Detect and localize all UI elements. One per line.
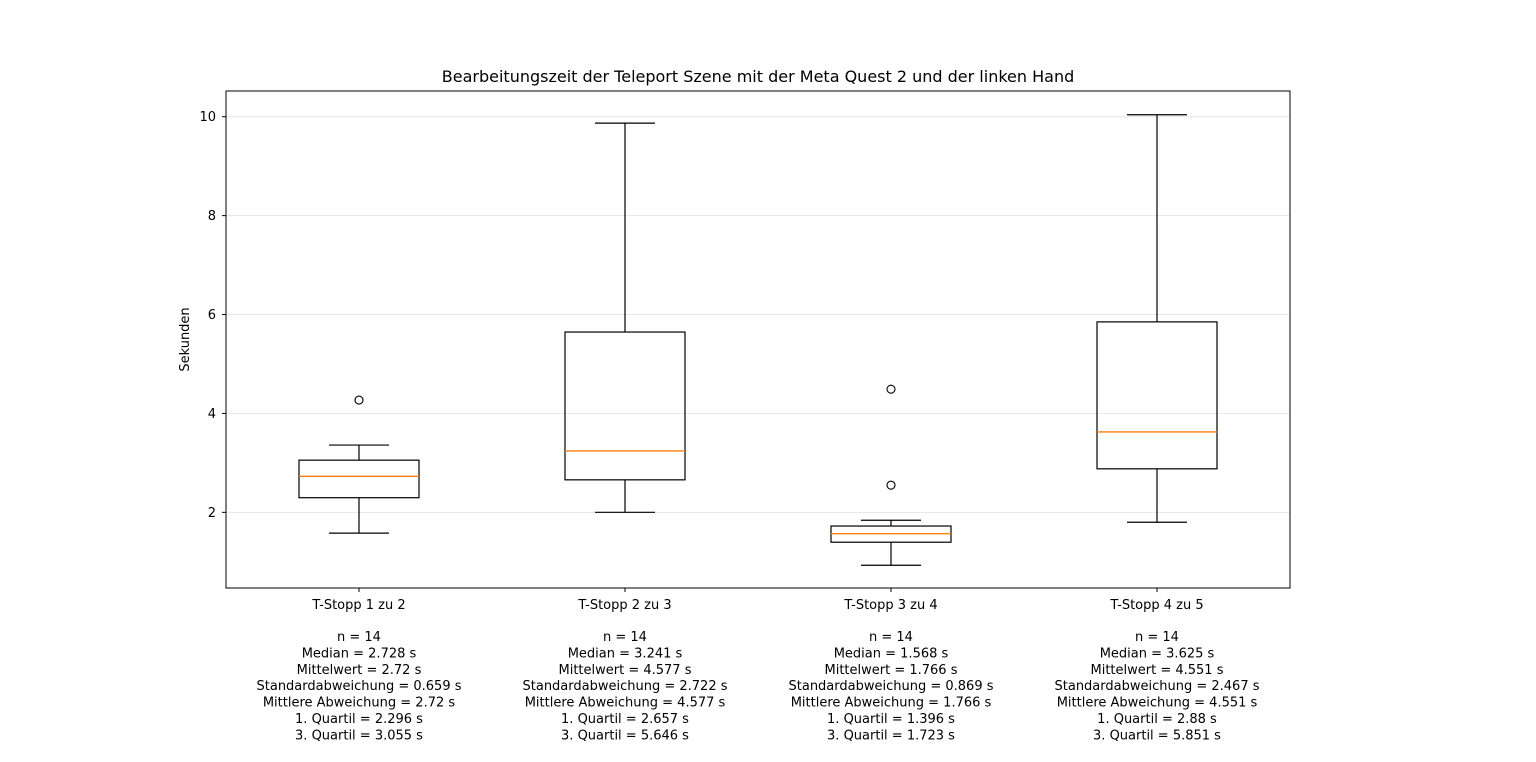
stat-line: 3. Quartil = 3.055 s (295, 728, 423, 743)
boxes (298, 114, 1218, 566)
outlier-point (354, 395, 364, 405)
stat-line: 1. Quartil = 1.396 s (827, 712, 955, 727)
stat-line: Mittlere Abweichung = 2.72 s (263, 696, 456, 711)
box-group (564, 122, 686, 513)
stat-line: 3. Quartil = 5.646 s (561, 728, 689, 743)
stat-line: Mittelwert = 1.766 s (825, 663, 958, 678)
y-axis-label: Sekunden (178, 307, 193, 371)
chart-title: Bearbeitungszeit der Teleport Szene mit … (442, 67, 1074, 86)
box-group (298, 395, 420, 534)
outlier-point (886, 480, 896, 490)
box-iqr (1096, 321, 1218, 470)
stat-line: Mittelwert = 4.577 s (559, 663, 692, 678)
stat-line: 1. Quartil = 2.296 s (295, 712, 423, 727)
stat-line: Standardabweichung = 0.659 s (257, 679, 462, 694)
grid-lines (226, 116, 1290, 513)
stat-line: 3. Quartil = 5.851 s (1093, 728, 1221, 743)
axis-ticks: 2 4 6 8 10 T-Stopp 1 zu 2 T-Stopp 2 zu 3 T-Stop… (199, 110, 1203, 613)
stat-line: Mittlere Abweichung = 4.577 s (525, 696, 726, 711)
stat-line: Standardabweichung = 0.869 s (789, 679, 994, 694)
x-tick-label: T-Stopp 2 zu 3 (577, 598, 671, 613)
plot-frame (225, 90, 1291, 589)
stat-line: Mittlere Abweichung = 4.551 s (1057, 696, 1258, 711)
stat-line: Mittelwert = 4.551 s (1091, 663, 1224, 678)
x-tick-label: T-Stopp 4 zu 5 (1109, 598, 1203, 613)
stat-line: Standardabweichung = 2.722 s (523, 679, 728, 694)
stat-line: Median = 3.241 s (568, 646, 683, 661)
x-tick-label: T-Stopp 1 zu 2 (311, 598, 405, 613)
stat-line: Median = 2.728 s (302, 646, 417, 661)
box-iqr (564, 331, 686, 481)
x-tick-label: T-Stopp 3 zu 4 (843, 598, 937, 613)
stat-line: n = 14 (603, 630, 647, 645)
y-tick-label: 8 (208, 209, 216, 224)
y-tick-label: 2 (208, 506, 216, 521)
box-group (1096, 114, 1218, 523)
stat-line: n = 14 (337, 630, 381, 645)
box-group (830, 384, 952, 566)
stat-line: Median = 3.625 s (1100, 646, 1215, 661)
y-tick-label: 6 (208, 308, 216, 323)
stat-line: Mittlere Abweichung = 1.766 s (791, 696, 992, 711)
stat-line: n = 14 (869, 630, 913, 645)
stat-line: Standardabweichung = 2.467 s (1055, 679, 1260, 694)
box-iqr (298, 459, 420, 499)
outlier-point (886, 384, 896, 394)
stat-line: Median = 1.568 s (834, 646, 949, 661)
stat-line: 1. Quartil = 2.88 s (1097, 712, 1217, 727)
y-tick-label: 10 (199, 110, 216, 125)
stat-line: Mittelwert = 2.72 s (297, 663, 422, 678)
stat-line: 3. Quartil = 1.723 s (827, 728, 955, 743)
stat-line: n = 14 (1135, 630, 1179, 645)
y-tick-label: 4 (208, 407, 216, 422)
stat-line: 1. Quartil = 2.657 s (561, 712, 689, 727)
